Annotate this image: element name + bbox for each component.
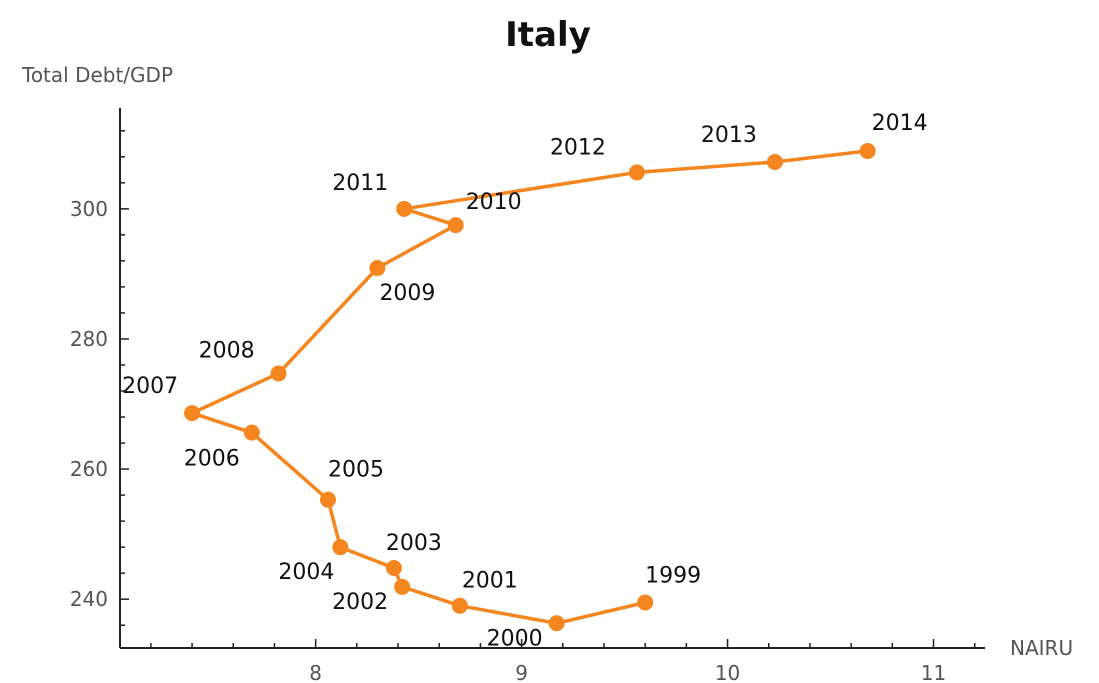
y-tick-label-260: 260 [70, 457, 108, 481]
data-point-2012 [628, 164, 645, 181]
x-tick-label-9: 9 [515, 661, 528, 683]
point-label-2009: 2009 [379, 281, 435, 306]
point-label-2003: 2003 [386, 531, 442, 556]
data-point-2009 [369, 260, 386, 277]
chart-title: Italy [505, 15, 591, 55]
axes [119, 108, 985, 649]
x-axis-label: NAIRU [1010, 636, 1073, 660]
point-label-2002: 2002 [332, 590, 388, 615]
data-point-2014 [859, 142, 876, 159]
point-label-2006: 2006 [184, 447, 240, 472]
point-label-2010: 2010 [466, 190, 522, 215]
axis-ticks: 240 260 280 300 8 9 10 11 [70, 130, 976, 683]
data-point-2008 [270, 365, 287, 382]
data-point-2011 [396, 200, 413, 217]
data-point-2001 [451, 597, 468, 614]
data-point-2004 [332, 539, 349, 556]
point-label-2005: 2005 [328, 458, 384, 483]
data-point-2013 [766, 154, 783, 170]
series-line [190, 149, 868, 626]
point-label-1999: 1999 [645, 563, 701, 588]
y-axis-label: Total Debt/GDP [21, 63, 173, 87]
point-label-2008: 2008 [199, 338, 255, 363]
point-label-2012: 2012 [550, 135, 606, 160]
point-label-2000: 2000 [487, 626, 543, 651]
point-labels: 1999 2000 2001 2002 2003 2004 2005 2006 2007 2008… [122, 111, 928, 651]
y-tick-label-300: 300 [70, 197, 108, 221]
point-label-2004: 2004 [278, 560, 334, 585]
point-label-2013: 2013 [701, 123, 757, 148]
series-debt-vs-nairu [184, 142, 876, 632]
data-point-2010 [447, 217, 464, 234]
data-point-2002 [394, 578, 411, 595]
data-point-2006 [243, 424, 260, 441]
data-point-2003 [385, 559, 402, 576]
data-point-1999 [637, 594, 654, 611]
data-point-2007 [184, 405, 201, 422]
y-tick-label-240: 240 [70, 587, 108, 611]
x-tick-label-8: 8 [309, 661, 322, 683]
point-label-2014: 2014 [872, 111, 928, 136]
data-point-2005 [320, 491, 337, 508]
y-tick-label-280: 280 [70, 327, 108, 351]
point-label-2007: 2007 [122, 374, 178, 399]
x-tick-label-10: 10 [715, 661, 740, 683]
x-tick-label-11: 11 [921, 661, 946, 683]
point-label-2011: 2011 [332, 171, 388, 196]
point-label-2001: 2001 [462, 569, 518, 594]
data-point-2000 [548, 615, 565, 632]
